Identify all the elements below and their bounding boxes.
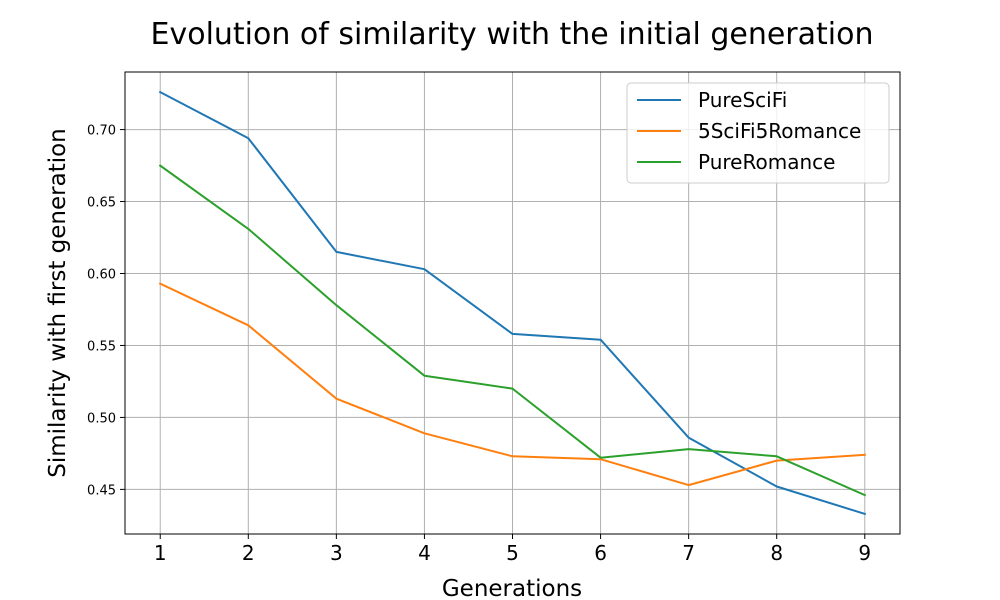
series-line-purescifi <box>158 90 867 516</box>
y-axis-ticks: 0.45 0.50 0.55 0.60 0.65 0.70 <box>87 124 125 498</box>
x-axis-label: Generations <box>442 576 582 600</box>
legend: PureSciFi 5SciFi5Romance PureRomance <box>626 82 890 184</box>
x-axis-ticks: 1 2 3 4 5 6 7 8 9 <box>154 534 871 565</box>
chart-title: Evolution of similarity with the initial… <box>151 17 874 52</box>
x-tick-label: 2 <box>242 541 255 565</box>
x-tick-label: 7 <box>682 541 695 565</box>
legend-label: 5SciFi5Romance <box>698 119 861 143</box>
series-line-pureromance <box>158 164 867 497</box>
x-tick-label: 5 <box>506 541 519 565</box>
y-tick-label: 0.65 <box>87 196 116 211</box>
legend-label: PureSciFi <box>698 88 787 112</box>
x-tick-label: 9 <box>858 541 871 565</box>
x-tick-label: 6 <box>594 541 607 565</box>
series-lines <box>158 90 867 516</box>
y-tick-label: 0.55 <box>87 339 116 354</box>
y-axis-label: Similarity with first generation <box>45 128 71 478</box>
legend-box <box>626 82 890 184</box>
x-tick-label: 8 <box>770 541 783 565</box>
y-tick-label: 0.70 <box>87 124 116 139</box>
x-tick-label: 1 <box>154 541 167 565</box>
legend-items: PureSciFi 5SciFi5Romance PureRomance <box>637 88 861 174</box>
y-tick-label: 0.60 <box>87 267 116 282</box>
legend-label: PureRomance <box>698 150 835 174</box>
x-tick-label: 4 <box>418 541 431 565</box>
series-line-5scifi5romance <box>158 282 866 487</box>
x-tick-label: 3 <box>330 541 343 565</box>
y-tick-label: 0.45 <box>87 483 116 498</box>
y-tick-label: 0.50 <box>87 411 116 426</box>
